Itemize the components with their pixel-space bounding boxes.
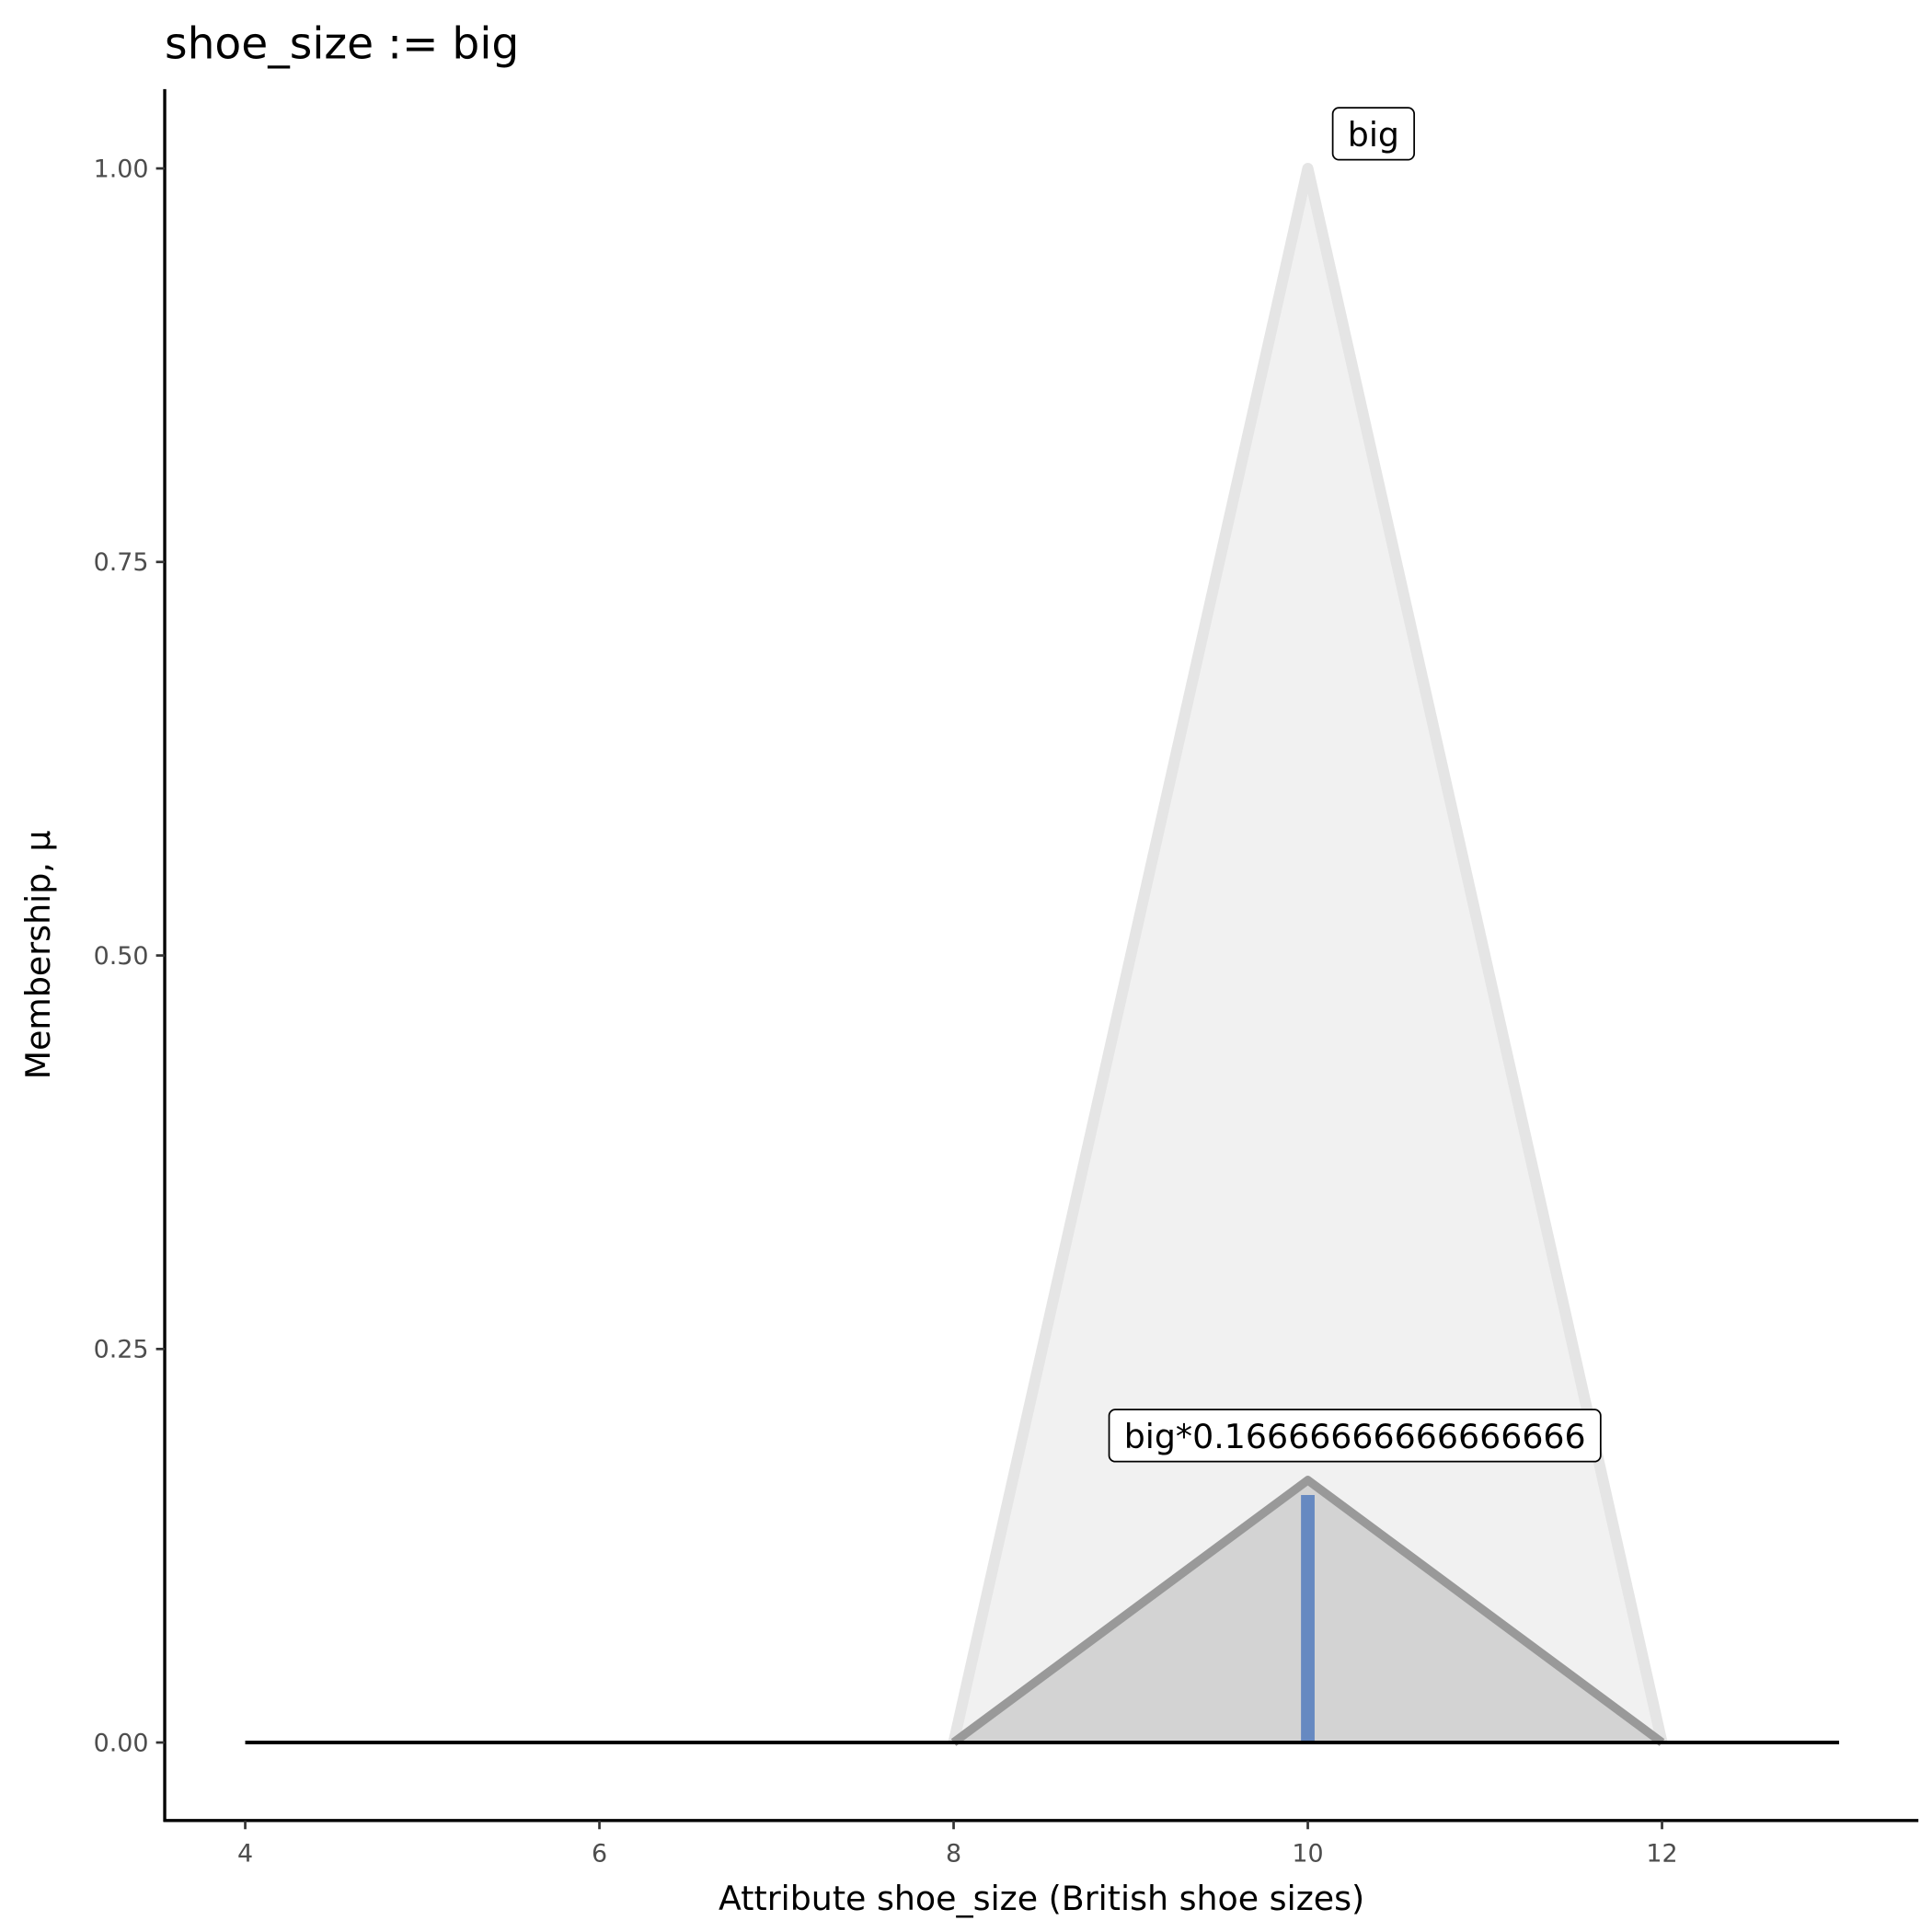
x-tick-label: 6 bbox=[592, 1839, 607, 1868]
x-axis-title: Attribute shoe_size (British shoe sizes) bbox=[719, 1879, 1364, 1918]
series-line-1 bbox=[948, 163, 1668, 1744]
y-tick-label: 0.25 bbox=[94, 1336, 149, 1364]
x-tick-label: 12 bbox=[1646, 1839, 1677, 1868]
annotation-box bbox=[1108, 1409, 1602, 1463]
annotation-box bbox=[1331, 107, 1416, 161]
x-tick-label: 4 bbox=[237, 1839, 253, 1868]
annotation-label: big*0.16666666666666666 bbox=[1108, 1409, 1602, 1463]
annotation-text: big*0.16666666666666666 bbox=[1124, 1417, 1586, 1456]
series-line-2 bbox=[950, 1476, 1665, 1746]
series-area-1 bbox=[953, 168, 1662, 1743]
y-tick-label: 0.00 bbox=[94, 1729, 149, 1757]
y-tick-label: 0.75 bbox=[94, 548, 149, 577]
y-axis-title: Membership, μ bbox=[18, 831, 58, 1080]
chart-title: shoe_size := big bbox=[165, 18, 519, 69]
annotation-text: big bbox=[1348, 115, 1399, 155]
y-tick-label: 1.00 bbox=[94, 155, 149, 184]
x-tick-label: 8 bbox=[946, 1839, 961, 1868]
annotation-label: big bbox=[1331, 107, 1416, 161]
x-tick-label: 10 bbox=[1292, 1839, 1323, 1868]
y-tick-label: 0.50 bbox=[94, 942, 149, 971]
